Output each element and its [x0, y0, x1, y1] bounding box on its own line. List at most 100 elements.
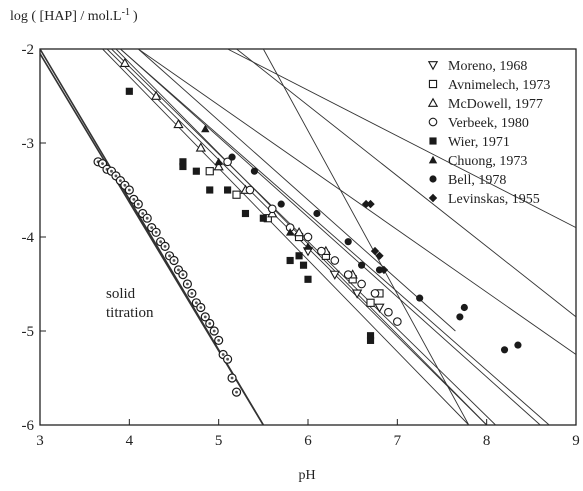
data-point — [187, 288, 197, 298]
y-tick-label: -3 — [22, 136, 35, 152]
data-point — [223, 157, 232, 167]
data-point — [329, 270, 340, 280]
data-point — [286, 256, 294, 265]
data-point — [317, 246, 326, 256]
data-point — [209, 326, 219, 336]
target-inner — [132, 198, 136, 201]
data-point — [379, 265, 389, 275]
target-inner — [119, 179, 122, 183]
data-point — [178, 270, 188, 280]
data-point — [124, 185, 134, 195]
target-inner — [226, 357, 230, 361]
data-point — [330, 256, 340, 265]
data-point — [231, 387, 242, 397]
data-point — [192, 167, 200, 175]
target-inner — [217, 339, 221, 342]
x-tick-label: 3 — [36, 433, 44, 449]
target-inner — [123, 183, 127, 187]
target-inner — [141, 212, 145, 215]
data-point — [160, 241, 170, 251]
data-point — [366, 298, 375, 307]
x-ticks: 3 4 5 6 7 8 9 — [36, 419, 580, 449]
data-point — [213, 161, 224, 171]
data-point — [250, 167, 258, 175]
data-point — [304, 275, 312, 283]
data-point — [227, 373, 237, 383]
fit-line — [227, 48, 577, 229]
target-inner — [150, 226, 154, 230]
data-point — [416, 294, 424, 302]
legend-entry: Verbeek, 1980 — [448, 116, 529, 131]
legend-entry: Levinskas, 1955 — [448, 192, 540, 207]
data-point — [460, 303, 468, 312]
x-tick-label: 6 — [304, 433, 312, 449]
data-point — [150, 90, 162, 100]
data-point — [384, 307, 393, 317]
data-point — [357, 279, 366, 289]
data-point — [179, 162, 187, 171]
target-inner — [221, 353, 225, 356]
data-point — [232, 190, 241, 199]
fit-line — [262, 48, 470, 426]
target-inner — [235, 390, 238, 394]
data-point — [295, 252, 303, 260]
data-point — [179, 158, 187, 166]
legend-marker — [428, 155, 438, 164]
target-inner — [136, 202, 140, 206]
data-point — [214, 157, 223, 166]
target-inner — [199, 306, 203, 309]
legend-entry: Avnimelech, 1973 — [448, 78, 550, 93]
target-inner — [101, 162, 104, 166]
x-tick-label: 7 — [394, 433, 402, 449]
x-tick-label: 9 — [572, 433, 580, 449]
target-inner — [208, 322, 212, 325]
data-point — [119, 57, 131, 68]
data-point — [201, 124, 210, 133]
data-point — [299, 261, 308, 269]
data-point — [267, 204, 277, 214]
legend-entry: Bell, 1978 — [448, 173, 506, 188]
data-point — [366, 199, 375, 209]
data-point — [375, 266, 384, 274]
data-point — [228, 153, 236, 161]
fit-line — [120, 48, 541, 426]
data-point — [370, 246, 380, 256]
data-points — [93, 57, 522, 397]
fit-lines — [39, 48, 577, 426]
data-point — [205, 318, 215, 329]
legend-marker — [427, 61, 439, 71]
data-point — [358, 261, 366, 269]
data-point — [245, 185, 255, 195]
data-point — [370, 289, 380, 298]
data-point — [366, 332, 375, 340]
target-inner — [203, 315, 207, 319]
target-inner — [177, 268, 180, 272]
data-point — [361, 199, 371, 209]
data-point — [173, 118, 184, 129]
legend-marker — [427, 97, 439, 107]
data-point — [285, 228, 295, 236]
x-tick-label: 4 — [126, 433, 134, 449]
target-inner — [190, 292, 194, 295]
data-point — [241, 209, 250, 218]
target-inner — [168, 254, 171, 258]
data-point — [196, 302, 206, 313]
data-point — [182, 279, 192, 289]
data-point — [343, 270, 353, 279]
data-point — [214, 335, 224, 345]
target-inner — [181, 273, 185, 276]
x-tick-label: 8 — [483, 433, 491, 449]
legend-marker — [429, 175, 437, 183]
target-inner — [212, 329, 216, 333]
solid-titration-label-line2: titration — [106, 305, 154, 321]
data-point — [313, 209, 321, 218]
x-tick-label: 5 — [215, 433, 223, 449]
target-inner — [145, 216, 149, 220]
fit-line — [120, 48, 550, 426]
legend: Moreno, 1968 Avnimelech, 1973 McDowell, 19… — [427, 59, 550, 207]
x-axis-label: pH — [298, 468, 315, 483]
y-tick-label: -6 — [22, 418, 35, 434]
fit-line — [137, 48, 456, 332]
data-point — [293, 226, 305, 237]
legend-entry: Wier, 1971 — [448, 135, 510, 150]
